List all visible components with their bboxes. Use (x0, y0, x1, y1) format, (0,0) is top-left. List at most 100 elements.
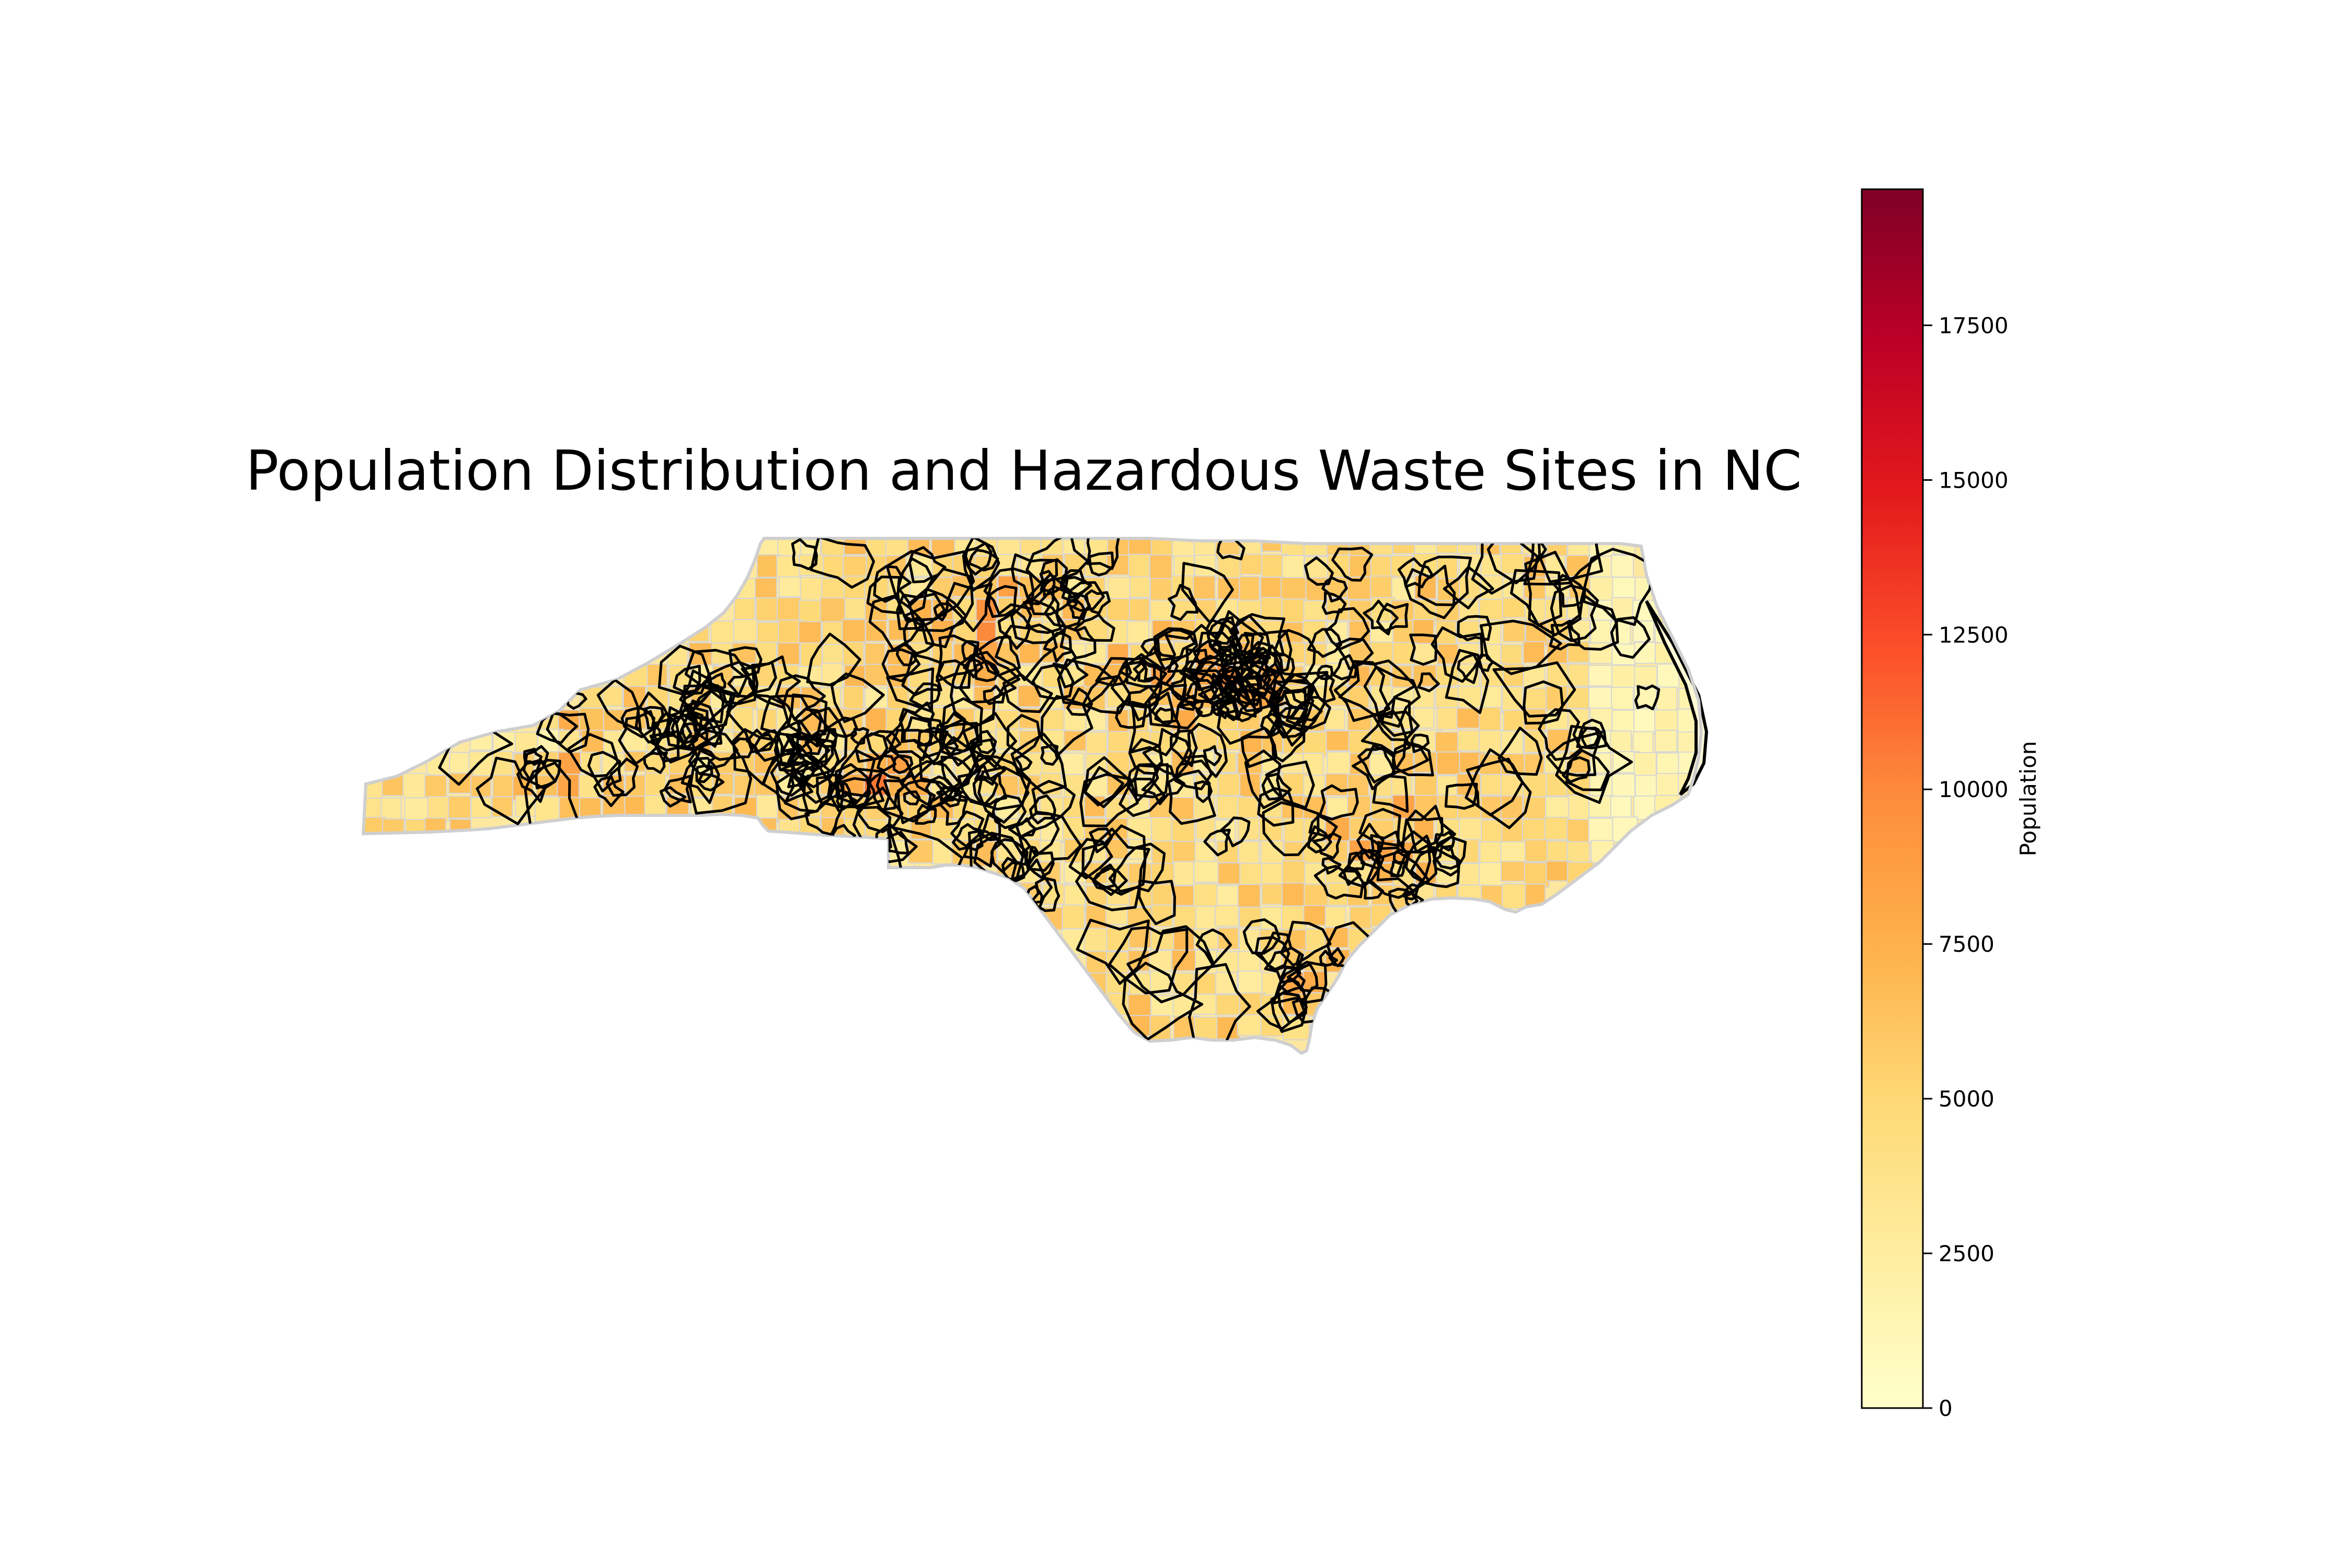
hazardous-waste-site (903, 716, 932, 747)
hazardous-waste-site (1334, 637, 1374, 671)
colorbar-tick-label: 5000 (1939, 1086, 1994, 1112)
census-tract (1149, 599, 1172, 621)
hazardous-waste-site (969, 832, 1024, 882)
hazardous-waste-site (1008, 812, 1060, 857)
hazardous-waste-site (1216, 538, 1246, 561)
colorbar-tick-label: 0 (1939, 1396, 1953, 1421)
census-tract (1215, 905, 1239, 927)
hazardous-waste-site (1128, 691, 1181, 756)
hazardous-waste-site (1523, 680, 1564, 725)
hazardous-waste-site (783, 760, 836, 813)
hazardous-waste-site (659, 786, 687, 808)
hazardous-waste-site (950, 653, 1017, 728)
census-tract (1128, 554, 1150, 580)
hazardous-waste-site (658, 644, 710, 696)
colorbar-tick-label: 10000 (1939, 777, 2009, 802)
census-tract (1127, 620, 1150, 644)
census-tract (1217, 577, 1243, 603)
hazardous-waste-site (1195, 928, 1232, 966)
hazardous-waste-site (1409, 633, 1438, 666)
hazardous-waste-site (868, 771, 905, 811)
hazardous-waste-site (1138, 879, 1176, 925)
census-tract (492, 775, 514, 801)
hazardous-waste-site (1142, 728, 1193, 778)
census-tract (1193, 994, 1218, 1015)
hazardous-waste-site (1328, 947, 1345, 967)
hazardous-waste-site (1108, 843, 1166, 893)
hazardous-waste-site (1206, 618, 1239, 648)
hazardous-waste-site (635, 691, 671, 744)
hazardous-waste-site (1194, 780, 1213, 803)
census-tract (448, 795, 471, 819)
hazardous-waste-site (933, 602, 949, 621)
hazardous-waste-site (746, 729, 775, 754)
hazardous-waste-site (1321, 591, 1347, 615)
hazardous-waste-site (1165, 624, 1227, 682)
census-tract (1324, 906, 1346, 928)
census-tract (1281, 577, 1307, 603)
hazardous-waste-site (785, 733, 828, 773)
hazardous-waste-site (1550, 584, 1599, 642)
hazardous-waste-site (1081, 824, 1147, 896)
hazardous-waste-site (1233, 693, 1263, 722)
hazardous-waste-site (1230, 614, 1293, 678)
hazardous-waste-site (1040, 558, 1068, 597)
hazardous-waste-site (1361, 710, 1411, 755)
census-tract (1237, 884, 1261, 908)
hazardous-waste-site (690, 687, 733, 732)
map-title: Population Distribution and Hazardous Wa… (246, 439, 1802, 503)
hazardous-waste-site (983, 685, 1006, 705)
hazardous-waste-site (606, 757, 639, 797)
hazardous-waste-site (787, 693, 828, 738)
hazardous-waste-site (941, 697, 983, 753)
hazardous-waste-site (1397, 557, 1434, 589)
hazardous-waste-site (1043, 631, 1072, 663)
census-tract (1567, 663, 1591, 687)
hazardous-waste-site (896, 592, 946, 630)
hazardous-waste-site (970, 730, 997, 755)
hazardous-waste-site (1576, 718, 1607, 750)
hazardous-waste-site (1497, 727, 1543, 776)
hazardous-waste-site (1108, 926, 1189, 995)
hazardous-waste-site (974, 756, 1006, 786)
hazardous-waste-site (991, 794, 1027, 829)
hazardous-waste-site (1358, 808, 1401, 850)
census-tract (865, 620, 887, 642)
census-tract (1018, 643, 1041, 664)
census-tract (1282, 642, 1306, 664)
hazardous-waste-site (1052, 657, 1089, 688)
hazardous-waste-site (676, 699, 723, 752)
hazardous-waste-site (1264, 947, 1301, 984)
census-tract (1588, 817, 1613, 844)
hazardous-waste-site (1223, 651, 1254, 684)
hazardous-waste-site (877, 754, 896, 772)
hazardous-waste-site (1265, 760, 1315, 809)
hazardous-waste-site (815, 774, 843, 805)
hazardous-waste-site (967, 549, 999, 572)
census-tract (1459, 817, 1485, 844)
hazardous-waste-site (1022, 590, 1062, 634)
hazardous-waste-site (643, 706, 664, 730)
hazardous-waste-site (1040, 695, 1093, 756)
hazardous-waste-site (643, 751, 668, 774)
census-tract (1566, 818, 1593, 844)
hazardous-waste-site (1119, 777, 1166, 817)
hazardous-waste-site (1304, 556, 1334, 586)
hazardous-waste-site (1066, 687, 1093, 716)
hazardous-waste-site (1242, 918, 1281, 955)
hazardous-waste-site (741, 661, 777, 694)
hazardous-waste-site (854, 732, 889, 763)
hazardous-waste-site (1372, 775, 1409, 813)
census-tract (1238, 840, 1260, 865)
hazardous-waste-site (1029, 794, 1056, 825)
hazardous-waste-site (1610, 616, 1651, 659)
hazardous-waste-site (1032, 664, 1075, 700)
census-tract (864, 687, 889, 712)
hazardous-waste-site (1318, 784, 1359, 821)
hazardous-waste-site (1083, 766, 1125, 806)
hazardous-waste-site (1257, 787, 1295, 827)
census-tract (1325, 730, 1351, 752)
hazardous-waste-site (885, 550, 975, 622)
hazardous-waste-site (1356, 823, 1385, 859)
